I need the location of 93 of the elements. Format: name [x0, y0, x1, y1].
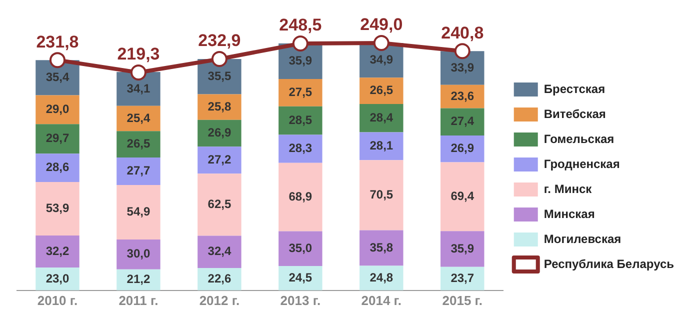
legend-label: Республика Беларусь — [544, 256, 674, 271]
bar — [440, 108, 484, 136]
data-label: 248,5 — [279, 16, 322, 35]
bar — [36, 124, 80, 154]
data-label: 69,4 — [450, 189, 474, 204]
data-label: 27,4 — [450, 114, 474, 128]
legend-label: Гомельская — [544, 132, 614, 146]
data-label: 232,9 — [198, 31, 241, 50]
legend-label: Брестская — [544, 82, 606, 96]
data-label: 54,9 — [126, 204, 150, 219]
data-label: 24,8 — [370, 270, 394, 284]
bar — [116, 184, 160, 240]
point — [49, 52, 66, 68]
point — [130, 64, 146, 81]
bar — [440, 162, 484, 232]
bar — [116, 131, 160, 158]
data-label: 35,8 — [370, 240, 394, 254]
data-label: 29,0 — [46, 102, 70, 116]
point — [292, 35, 308, 52]
bar — [198, 146, 242, 174]
bar — [360, 160, 404, 230]
data-label: 35,0 — [288, 240, 312, 255]
data-label: 28,4 — [370, 110, 394, 124]
legend-label: Минская — [544, 206, 595, 221]
data-label: 62,5 — [208, 197, 232, 212]
data-label: 23,0 — [46, 271, 70, 286]
bar — [278, 162, 322, 232]
data-label: 32,2 — [46, 244, 70, 258]
data-label: 24,5 — [288, 270, 312, 285]
data-label: 30,0 — [126, 246, 150, 261]
data-label: 22,6 — [208, 271, 232, 286]
bar — [278, 79, 322, 106]
data-label: 21,2 — [126, 272, 150, 286]
data-label: 35,9 — [450, 241, 474, 256]
data-label: 231,8 — [36, 32, 79, 52]
data-label: 25,4 — [126, 110, 150, 125]
bar — [116, 240, 160, 270]
data-label: 25,8 — [208, 99, 232, 114]
x-tick-label: 2015 г. — [442, 292, 483, 308]
data-label: 68,9 — [288, 189, 312, 204]
data-label: 35,9 — [288, 54, 312, 68]
data-label: 27,2 — [208, 152, 232, 166]
x-tick-label: 2010 г. — [37, 292, 78, 308]
legend-label: г. Минск — [544, 182, 593, 196]
data-label: 28,5 — [288, 112, 312, 127]
bar — [36, 182, 80, 236]
bar — [278, 106, 322, 135]
bar — [198, 236, 242, 268]
bar — [36, 154, 80, 182]
data-label: 219,3 — [117, 44, 160, 64]
data-label: 23,7 — [450, 270, 474, 285]
x-tick-label: 2013 г. — [280, 292, 321, 308]
data-label: 26,9 — [450, 141, 474, 156]
point — [373, 34, 390, 51]
point — [211, 50, 228, 67]
data-label: 33,9 — [450, 60, 474, 74]
data-label: 26,5 — [126, 136, 150, 151]
legend-label: Витебская — [544, 106, 606, 121]
data-label: 27,5 — [288, 85, 312, 100]
data-label: 32,4 — [208, 244, 232, 258]
bar — [360, 78, 404, 104]
data-label: 249,0 — [360, 15, 403, 34]
bar — [36, 236, 80, 268]
bar — [116, 157, 160, 185]
data-label: 28,1 — [370, 138, 394, 152]
data-label: 35,4 — [46, 70, 70, 84]
bar — [36, 95, 80, 124]
x-tick-label: 2012 г. — [199, 292, 240, 308]
data-label: 53,9 — [46, 201, 70, 216]
data-label: 70,5 — [370, 187, 394, 202]
data-label: 26,9 — [208, 126, 232, 140]
bar — [440, 231, 484, 267]
x-tick-label: 2011 г. — [118, 292, 158, 308]
data-label: 27,7 — [126, 164, 150, 178]
data-label: 35,5 — [208, 68, 232, 83]
point — [454, 43, 470, 60]
bar — [278, 134, 322, 163]
data-label: 34,1 — [126, 81, 150, 96]
bar — [360, 132, 404, 160]
data-label: 240,8 — [441, 23, 484, 42]
data-label: 23,6 — [450, 88, 474, 103]
bar — [360, 230, 404, 266]
bar — [198, 174, 242, 236]
data-label: 34,9 — [370, 52, 394, 67]
bar — [360, 104, 404, 132]
data-label: 29,7 — [46, 131, 70, 146]
data-label: 28,3 — [288, 141, 312, 156]
data-label: 26,5 — [370, 83, 394, 98]
data-label: 28,6 — [46, 160, 70, 174]
legend-label: Могилевская — [544, 232, 622, 246]
bar — [278, 231, 322, 266]
legend-label: Гродненская — [544, 156, 620, 171]
x-tick-label: 2014 г. — [361, 292, 402, 308]
